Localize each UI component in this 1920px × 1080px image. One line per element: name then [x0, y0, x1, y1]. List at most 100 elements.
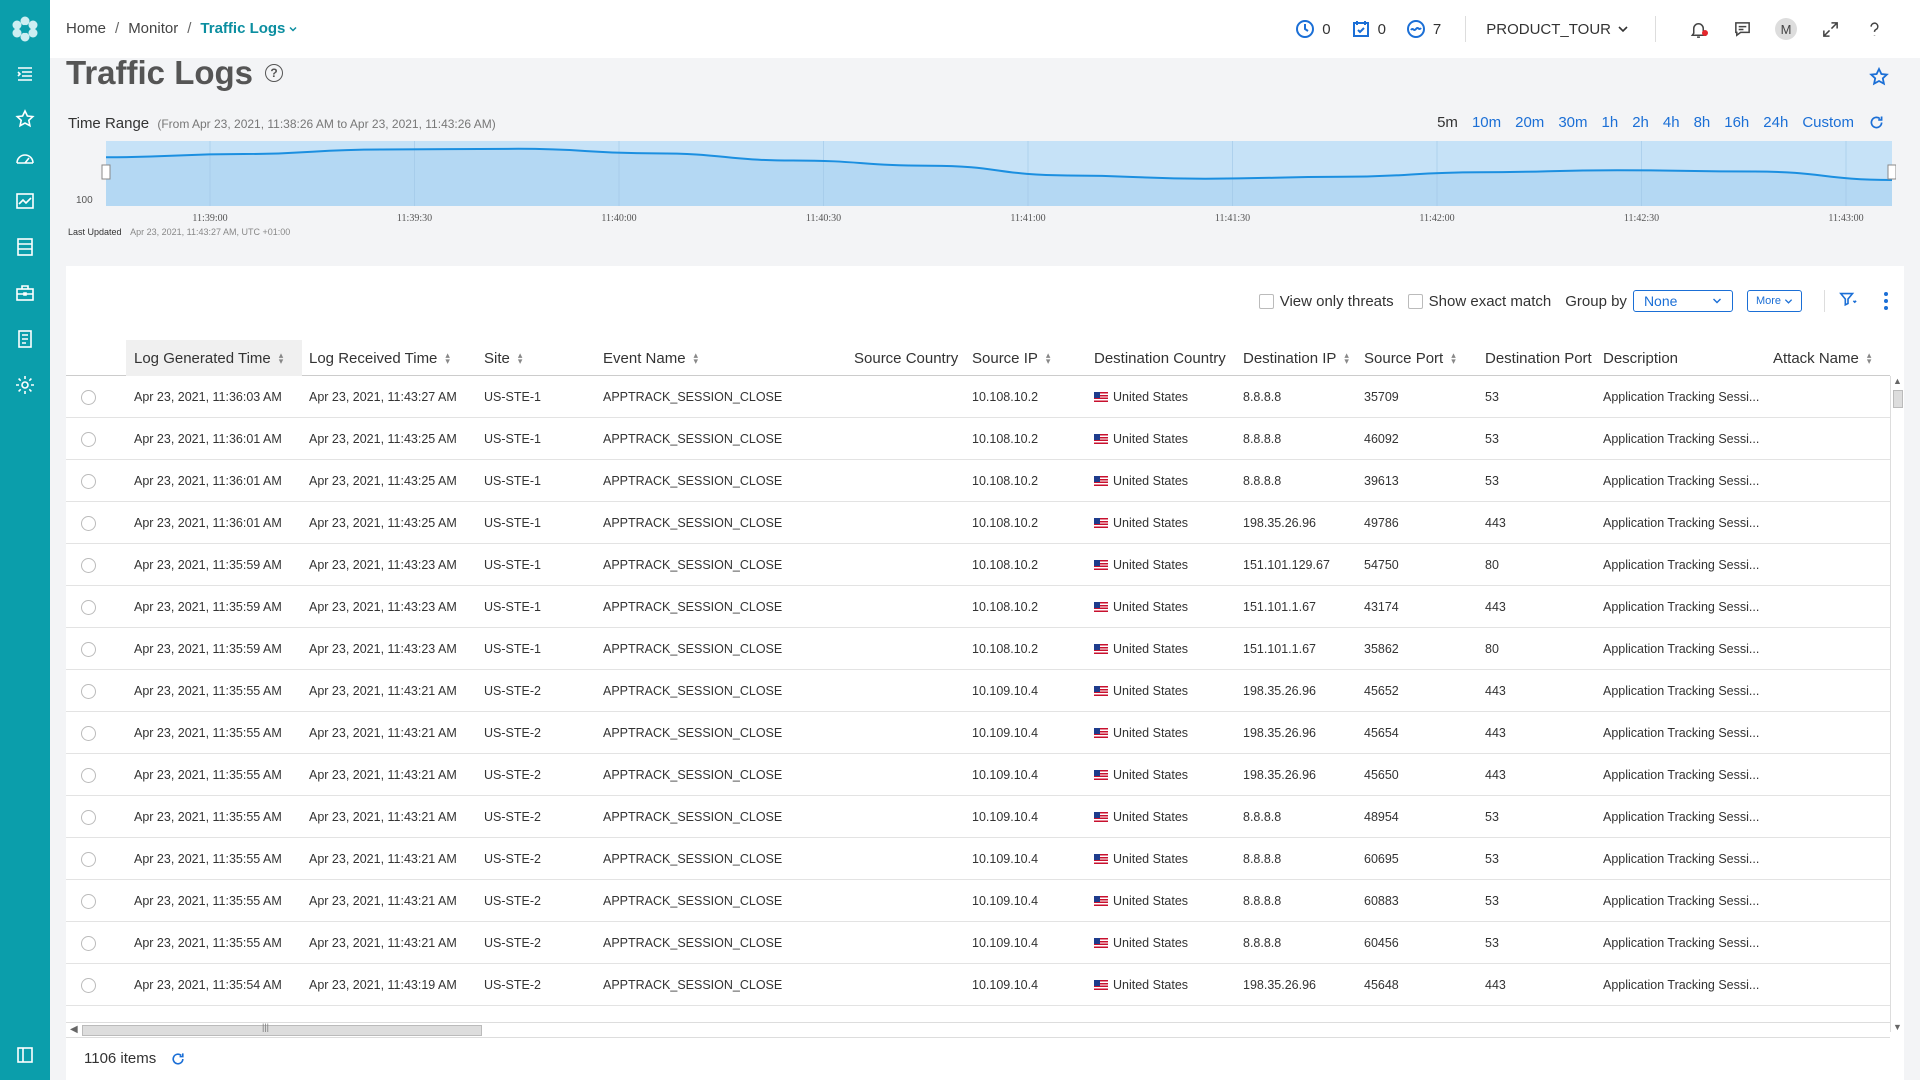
range-button-20m[interactable]: 20m: [1515, 114, 1545, 131]
row-radio[interactable]: [81, 683, 96, 699]
fullscreen-button[interactable]: [1808, 0, 1852, 58]
column-header[interactable]: Log Received Time ▴ ▾: [309, 340, 450, 376]
row-radio[interactable]: [81, 515, 96, 531]
row-radio[interactable]: [81, 935, 96, 951]
monitor-icon[interactable]: [14, 190, 36, 212]
table-row[interactable]: Apr 23, 2021, 11:35:55 AM Apr 23, 2021, 1…: [66, 838, 1890, 880]
sort-icon[interactable]: ▴ ▾: [1866, 350, 1872, 366]
horizontal-scrollbar[interactable]: ◀ |||: [66, 1022, 1890, 1038]
table-row[interactable]: Apr 23, 2021, 11:35:59 AM Apr 23, 2021, 1…: [66, 586, 1890, 628]
dashboard-icon[interactable]: [14, 148, 36, 170]
row-radio[interactable]: [81, 473, 96, 489]
column-header[interactable]: Destination IP ▴ ▾: [1243, 340, 1349, 376]
menu-icon[interactable]: [14, 63, 36, 85]
scroll-down-icon[interactable]: ▼: [1893, 1022, 1902, 1032]
table-row[interactable]: Apr 23, 2021, 11:35:55 AM Apr 23, 2021, 1…: [66, 880, 1890, 922]
sort-icon[interactable]: ▴ ▾: [1045, 350, 1051, 366]
table-row[interactable]: Apr 23, 2021, 11:35:54 AM Apr 23, 2021, 1…: [66, 964, 1890, 1006]
refresh-icon[interactable]: [1868, 114, 1885, 131]
range-handle[interactable]: [101, 164, 111, 180]
range-button-10m[interactable]: 10m: [1471, 114, 1502, 131]
range-button-2h[interactable]: 2h: [1632, 114, 1649, 131]
breadcrumb-home[interactable]: Home: [66, 20, 107, 37]
sort-icon[interactable]: ▴ ▾: [278, 350, 284, 366]
scroll-up-icon[interactable]: ▲: [1893, 376, 1902, 386]
scroll-left-icon[interactable]: ◀: [70, 1024, 78, 1035]
sort-icon[interactable]: ▴ ▾: [1344, 350, 1349, 366]
range-button-1h[interactable]: 1h: [1601, 114, 1619, 131]
briefcase-icon[interactable]: [14, 282, 36, 304]
favorite-star-icon[interactable]: [1869, 66, 1889, 87]
refresh-icon[interactable]: [170, 1051, 186, 1067]
row-radio[interactable]: [81, 851, 96, 867]
scroll-thumb[interactable]: [82, 1025, 482, 1036]
column-header[interactable]: Destination Port: [1485, 340, 1592, 376]
column-header[interactable]: Description: [1603, 340, 1678, 376]
help-button[interactable]: [1852, 0, 1896, 58]
checkbox-box[interactable]: [1258, 293, 1274, 309]
row-radio[interactable]: [81, 557, 96, 573]
help-icon[interactable]: ?: [265, 64, 284, 82]
breadcrumb-monitor[interactable]: Monitor: [128, 20, 179, 37]
table-row[interactable]: Apr 23, 2021, 11:35:59 AM Apr 23, 2021, 1…: [66, 544, 1890, 586]
more-button[interactable]: More: [1746, 290, 1802, 312]
tasks-counter[interactable]: 0: [1351, 19, 1386, 39]
group-by-select[interactable]: None: [1632, 290, 1733, 312]
table-row[interactable]: Apr 23, 2021, 11:36:01 AM Apr 23, 2021, 1…: [66, 460, 1890, 502]
row-radio[interactable]: [81, 641, 96, 657]
gear-icon[interactable]: [14, 374, 36, 396]
panel-toggle-icon[interactable]: [14, 1044, 36, 1066]
breadcrumb-current[interactable]: Traffic Logs: [200, 20, 298, 37]
column-header[interactable]: Source Port ▴ ▾: [1364, 340, 1456, 376]
table-row[interactable]: Apr 23, 2021, 11:35:55 AM Apr 23, 2021, 1…: [66, 922, 1890, 964]
column-header[interactable]: Source Country: [854, 340, 958, 376]
row-radio[interactable]: [81, 725, 96, 741]
time-range-chart[interactable]: 100 11:39:00 11:39:30 11:40:00 11:40:30 11:41…: [66, 140, 1896, 250]
table-row[interactable]: Apr 23, 2021, 11:36:01 AM Apr 23, 2021, 1…: [66, 502, 1890, 544]
row-radio[interactable]: [81, 977, 96, 993]
range-button-5m[interactable]: 5m: [1437, 114, 1458, 131]
column-header[interactable]: Attack Name ▴ ▾: [1773, 340, 1871, 376]
exact-match-checkbox[interactable]: Show exact match: [1407, 293, 1551, 310]
devices-icon[interactable]: [14, 236, 36, 258]
range-button-custom[interactable]: Custom: [1802, 114, 1854, 131]
sort-icon[interactable]: ▴ ▾: [517, 350, 523, 366]
column-header[interactable]: Source IP ▴ ▾: [972, 340, 1050, 376]
range-button-30m[interactable]: 30m: [1558, 114, 1588, 131]
kebab-menu-icon[interactable]: [1883, 292, 1889, 310]
row-radio[interactable]: [81, 809, 96, 825]
column-header[interactable]: Site ▴ ▾: [484, 340, 522, 376]
range-button-24h[interactable]: 24h: [1763, 114, 1789, 131]
user-menu-button[interactable]: M: [1764, 0, 1808, 58]
alarms-counter[interactable]: 0: [1295, 19, 1331, 39]
row-radio[interactable]: [81, 599, 96, 615]
column-header[interactable]: Destination Country: [1094, 340, 1226, 376]
table-row[interactable]: Apr 23, 2021, 11:35:55 AM Apr 23, 2021, 1…: [66, 754, 1890, 796]
vertical-scrollbar[interactable]: ▲ ▼: [1890, 376, 1904, 1032]
sort-icon[interactable]: ▴ ▾: [693, 350, 699, 366]
row-radio[interactable]: [81, 431, 96, 447]
sort-icon[interactable]: ▴ ▾: [445, 350, 450, 366]
table-row[interactable]: Apr 23, 2021, 11:36:03 AM Apr 23, 2021, 1…: [66, 376, 1890, 418]
range-handle[interactable]: [1887, 164, 1896, 180]
star-icon[interactable]: [14, 108, 36, 130]
messages-button[interactable]: [1720, 0, 1764, 58]
tenant-selector[interactable]: PRODUCT_TOUR: [1486, 21, 1629, 38]
row-radio[interactable]: [81, 389, 96, 405]
table-row[interactable]: Apr 23, 2021, 11:35:55 AM Apr 23, 2021, 1…: [66, 796, 1890, 838]
row-radio[interactable]: [81, 893, 96, 909]
range-button-4h[interactable]: 4h: [1662, 114, 1680, 131]
table-row[interactable]: Apr 23, 2021, 11:36:01 AM Apr 23, 2021, 1…: [66, 418, 1890, 460]
notifications-button[interactable]: [1676, 0, 1720, 58]
range-button-8h[interactable]: 8h: [1693, 114, 1711, 131]
report-icon[interactable]: [14, 328, 36, 350]
sort-icon[interactable]: ▴ ▾: [1451, 350, 1456, 366]
range-button-16h[interactable]: 16h: [1724, 114, 1750, 131]
row-radio[interactable]: [81, 767, 96, 783]
table-row[interactable]: Apr 23, 2021, 11:35:55 AM Apr 23, 2021, 1…: [66, 712, 1890, 754]
scroll-thumb[interactable]: [1893, 390, 1903, 408]
view-threats-checkbox[interactable]: View only threats: [1258, 293, 1394, 310]
table-row[interactable]: Apr 23, 2021, 11:35:59 AM Apr 23, 2021, 1…: [66, 628, 1890, 670]
table-row[interactable]: Apr 23, 2021, 11:35:55 AM Apr 23, 2021, 1…: [66, 670, 1890, 712]
column-header[interactable]: Event Name ▴ ▾: [603, 340, 698, 376]
